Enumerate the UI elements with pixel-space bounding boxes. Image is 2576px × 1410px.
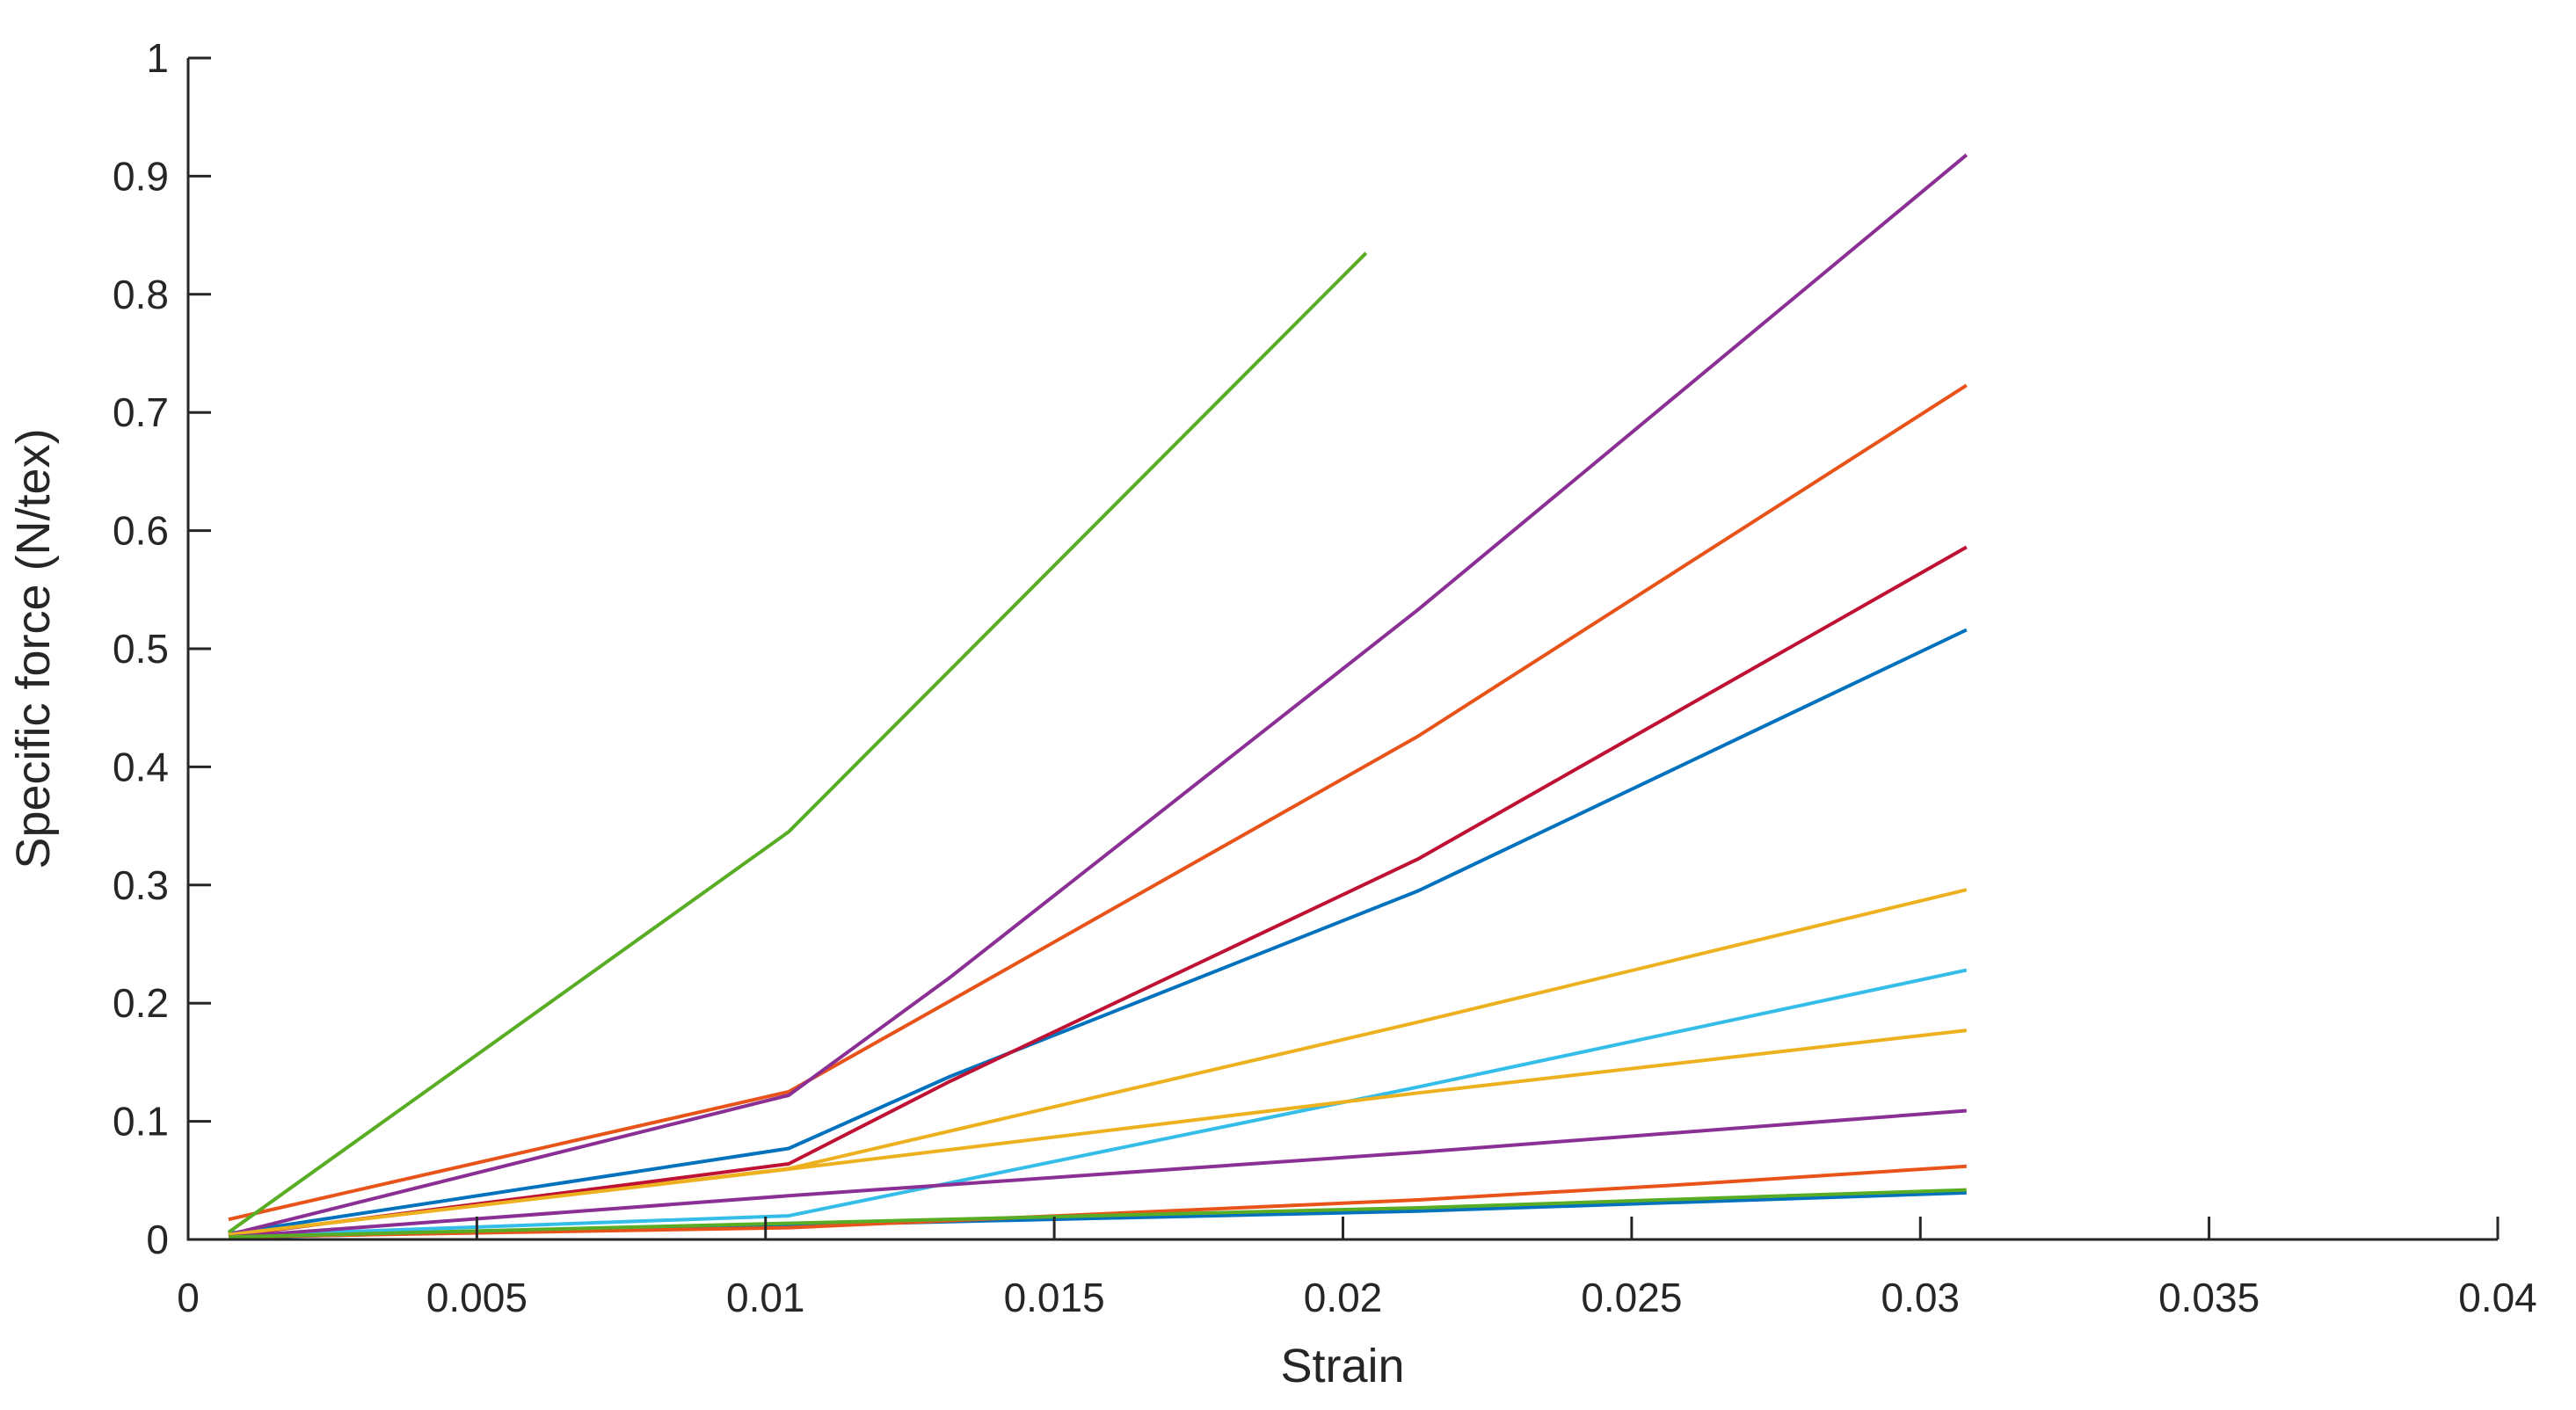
y-tick-label: 0.2 — [113, 980, 169, 1026]
x-axis-label: Strain — [1280, 1340, 1404, 1392]
tick-labels-group: 0 0.005 0.01 0.015 0.02 0.025 0.03 0.035 0.04 0 0.… — [113, 35, 2537, 1320]
x-tick-label: 0.01 — [726, 1275, 805, 1320]
y-tick-label: 0.6 — [113, 508, 169, 554]
y-tick-label: 0.9 — [113, 153, 169, 199]
series-group — [227, 153, 1968, 1239]
y-tick-label: 0.4 — [113, 744, 169, 789]
x-tick-label: 0.025 — [1581, 1275, 1682, 1320]
series-line-7-darkred — [228, 545, 1968, 1238]
series-line-10-gold — [228, 1028, 1968, 1237]
x-tick-label: 0.035 — [2158, 1275, 2259, 1320]
series-line-12-green — [228, 1188, 1967, 1239]
series-line-9-orange — [228, 1164, 1967, 1239]
y-tick-label: 1 — [146, 35, 169, 81]
series-line-4-purple — [228, 153, 1968, 1237]
series-line-2-orange — [228, 383, 1968, 1222]
y-tick-label: 0.3 — [113, 862, 169, 908]
x-tick-label: 0.005 — [426, 1275, 528, 1320]
x-tick-label: 0.04 — [2458, 1275, 2537, 1320]
series-line-6-cyan — [228, 968, 1968, 1238]
y-tick-label: 0.1 — [113, 1099, 169, 1145]
y-axis-label: Specific force (N/tex) — [7, 428, 60, 869]
axis-spines — [186, 58, 2498, 1241]
y-tick-label: 0.5 — [113, 626, 169, 672]
y-tick-label: 0.7 — [113, 389, 169, 435]
y-tick-label: 0.8 — [113, 272, 169, 317]
x-tick-label: 0.03 — [1881, 1275, 1960, 1320]
x-tick-label: 0.02 — [1304, 1275, 1383, 1320]
series-line-1-blue — [228, 628, 1968, 1236]
axes-group — [186, 56, 2500, 1241]
x-tick-label: 0 — [177, 1275, 200, 1320]
x-tick-label: 0.015 — [1004, 1275, 1105, 1320]
y-tick-label: 0 — [146, 1217, 169, 1262]
series-line-5-green — [227, 251, 1368, 1234]
series-line-11-purple — [228, 1108, 1967, 1239]
